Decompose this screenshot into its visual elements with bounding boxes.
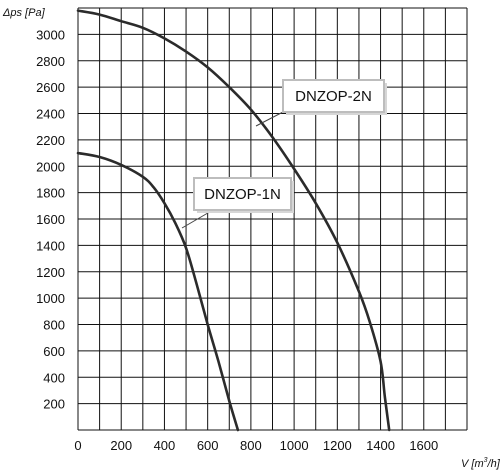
series-labels: DNZOP-2N DNZOP-1N: [181, 79, 387, 229]
x-tick-label: 400: [154, 438, 176, 453]
grid: [77, 7, 468, 431]
y-tick-label: 1000: [36, 291, 65, 306]
y-axis-label: Δps [Pa]: [2, 7, 46, 19]
y-tick-label: 400: [43, 370, 65, 385]
y-tick-label: 1600: [36, 212, 65, 227]
y-tick-label: 1400: [36, 238, 65, 253]
series-line-dnzop-2n: [76, 9, 391, 432]
y-tick-label: 1200: [36, 265, 65, 280]
x-tick-label: 800: [240, 438, 262, 453]
x-tick-label: 1600: [409, 438, 438, 453]
x-tick-label: 1000: [280, 438, 309, 453]
y-tick-label: 800: [43, 318, 65, 333]
tick-labels: 0 200 400 600 800 1000 1200 1400 1600 200 400 600 80…: [36, 27, 438, 453]
series-line-dnzop-1n: [76, 151, 240, 432]
label-leader-line: [255, 111, 284, 127]
series-label-dnzop-1n: DNZOP-1N: [204, 186, 281, 203]
y-tick-label: 2000: [36, 159, 65, 174]
x-tick-label: 0: [74, 438, 81, 453]
x-tick-label: 200: [110, 438, 132, 453]
curves: [76, 9, 391, 432]
y-tick-label: 2400: [36, 107, 65, 122]
label-box: [193, 177, 292, 211]
y-tick-label: 1800: [36, 186, 65, 201]
series-label-dnzop-2n: DNZOP-2N: [295, 88, 372, 105]
y-tick-label: 2200: [36, 133, 65, 148]
y-tick-label: 600: [43, 344, 65, 359]
y-tick-label: 200: [43, 397, 65, 412]
label-box: [282, 79, 385, 113]
y-tick-label: 2600: [36, 80, 65, 95]
x-tick-label: 1400: [366, 438, 395, 453]
x-axis-label: V [m3/h]: [461, 457, 500, 470]
x-tick-label: 1200: [323, 438, 352, 453]
x-tick-label: 600: [197, 438, 219, 453]
y-tick-label: 2800: [36, 54, 65, 69]
y-tick-label: 3000: [36, 27, 65, 42]
